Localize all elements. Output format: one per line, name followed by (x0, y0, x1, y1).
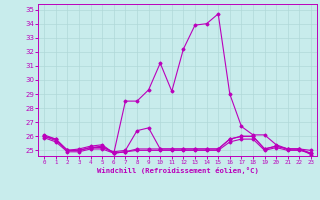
X-axis label: Windchill (Refroidissement éolien,°C): Windchill (Refroidissement éolien,°C) (97, 167, 259, 174)
